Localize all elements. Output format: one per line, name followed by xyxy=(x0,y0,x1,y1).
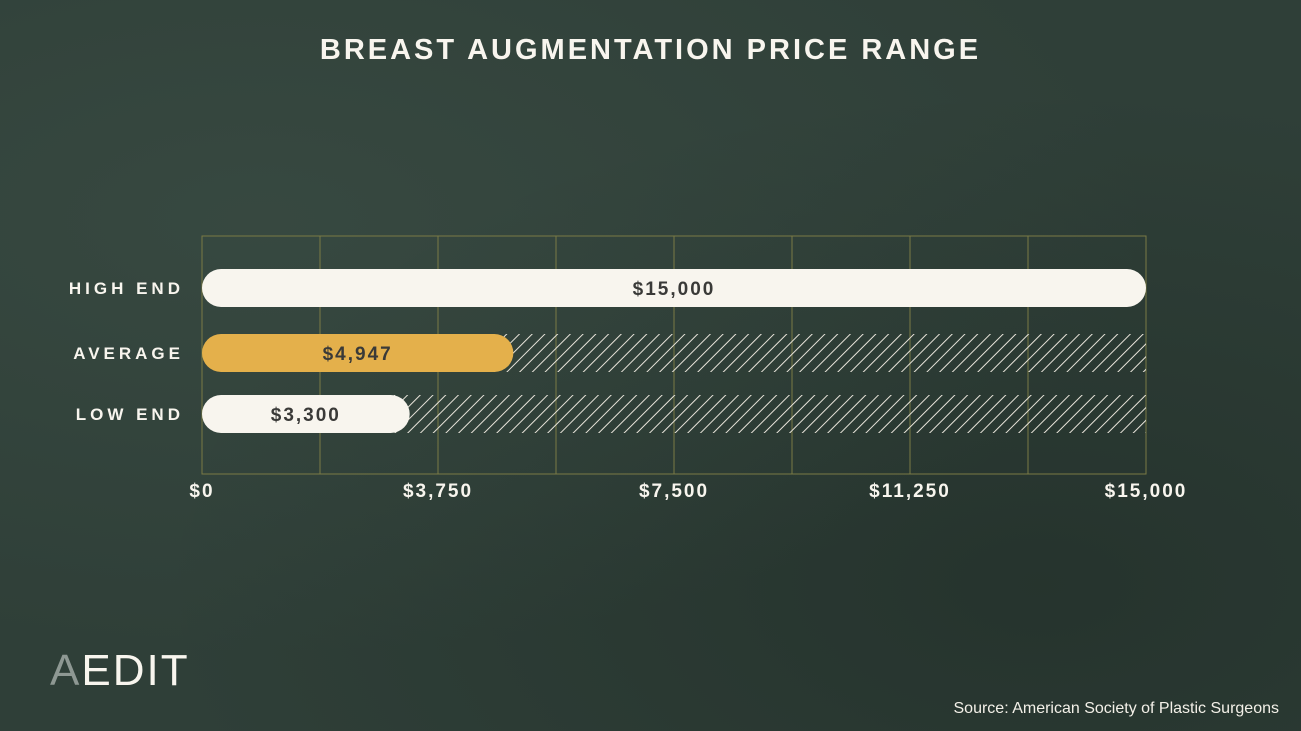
bar-value-label: $4,947 xyxy=(323,344,393,365)
brand-logo-first-letter: A xyxy=(50,646,82,695)
category-label: LOW END xyxy=(76,405,184,424)
x-tick-label: $11,250 xyxy=(869,481,951,502)
x-tick-label: $0 xyxy=(189,481,214,502)
brand-logo: AEDIT xyxy=(50,646,190,696)
bar-value-label: $15,000 xyxy=(633,279,716,300)
bars xyxy=(202,269,1147,433)
bar xyxy=(202,269,1146,307)
source-note: Source: American Society of Plastic Surg… xyxy=(953,700,1280,717)
labels: $0 $3,750 $7,500 $11,250 $15,000 $15,000 HIGH … xyxy=(69,279,1188,502)
bar-remainder-hatch xyxy=(390,395,1146,433)
x-tick-label: $7,500 xyxy=(639,481,709,502)
bar xyxy=(202,395,410,433)
x-tick-label: $15,000 xyxy=(1105,481,1188,502)
chart-title: BREAST AUGMENTATION PRICE RANGE xyxy=(319,34,982,66)
bar xyxy=(202,334,514,372)
bar-value-label: $3,300 xyxy=(271,405,341,426)
category-label: HIGH END xyxy=(69,279,184,298)
category-label: AVERAGE xyxy=(73,344,184,363)
bar-remainder-hatch xyxy=(494,334,1147,372)
x-tick-label: $3,750 xyxy=(403,481,473,502)
brand-logo-rest: EDIT xyxy=(81,646,190,695)
